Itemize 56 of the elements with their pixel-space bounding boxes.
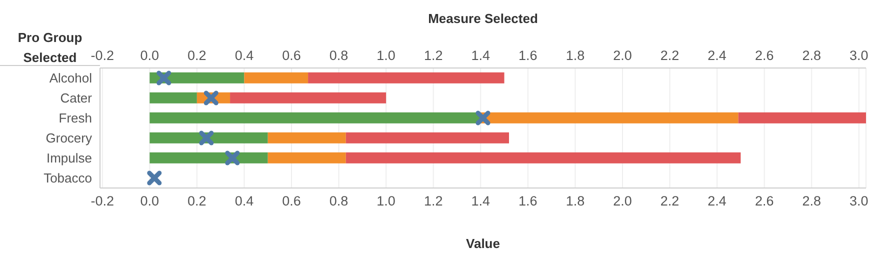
x-tick-label: 0.4	[234, 48, 254, 63]
bar	[308, 72, 504, 84]
bar	[346, 132, 510, 144]
y-tick-label: Fresh	[58, 110, 92, 126]
bar	[150, 152, 268, 164]
x-tick-label: 2.0	[613, 48, 632, 63]
x-tick-label: 2.6	[754, 48, 774, 63]
x2-tick-label: 2.8	[802, 194, 822, 209]
y-tick-label: Tobacco	[44, 170, 92, 186]
x2-tick-label: 2.2	[660, 194, 680, 209]
bar	[738, 112, 866, 124]
x-axis-title: Value	[466, 236, 500, 251]
bar	[150, 132, 268, 144]
y-axis-title: Pro Group Selected	[18, 30, 82, 65]
bar	[480, 112, 738, 124]
x2-tick-label: 1.2	[424, 194, 443, 209]
x2-tick-label: 1.4	[471, 194, 491, 209]
x2-tick-label: 0.0	[140, 194, 160, 209]
x-tick-label: 0.8	[329, 48, 348, 63]
x-tick-label: 1.6	[518, 48, 538, 63]
x-tick-label: 2.8	[802, 48, 822, 63]
x-tick-label: 3.0	[850, 48, 868, 63]
x-tick-label: 0.0	[140, 48, 160, 63]
x-tick-label: 2.2	[660, 48, 680, 63]
x2-tick-label: -0.2	[90, 194, 114, 209]
bar	[244, 72, 308, 84]
x2-axis-title: Measure Selected	[428, 11, 538, 26]
x2-tick-label: 2.0	[613, 194, 632, 209]
x-tick-label: 1.0	[376, 48, 396, 63]
y-tick-label: Cater	[60, 90, 93, 106]
y-tick-label: Grocery	[46, 130, 92, 146]
x2-tick-label: 0.2	[188, 194, 206, 209]
x-tick-label: 2.4	[708, 48, 727, 63]
bar	[268, 132, 346, 144]
x2-tick-label: 0.8	[329, 194, 348, 209]
x-tick-label: 0.2	[188, 48, 206, 63]
bar	[150, 112, 481, 124]
x-tick-label: 0.6	[282, 48, 301, 63]
x-tick-label: 1.4	[471, 48, 491, 63]
bar	[346, 152, 741, 164]
bar	[268, 152, 346, 164]
y-tick-label: Impulse	[46, 150, 92, 166]
x2-tick-label: 1.8	[566, 194, 585, 209]
x2-tick-label: 0.6	[282, 194, 301, 209]
bar	[150, 92, 197, 104]
x2-tick-label: 2.4	[708, 194, 727, 209]
x2-tick-label: 1.0	[376, 194, 396, 209]
x2-tick-label: 0.4	[234, 194, 254, 209]
y-tick-label: Alcohol	[49, 70, 92, 86]
x2-tick-label: 3.0	[850, 194, 868, 209]
bar	[230, 92, 386, 104]
x2-tick-label: 1.6	[518, 194, 538, 209]
x-tick-label: 1.2	[424, 48, 443, 63]
x2-tick-label: 2.6	[754, 194, 774, 209]
x-tick-label: -0.2	[90, 48, 114, 63]
x-tick-label: 1.8	[566, 48, 585, 63]
